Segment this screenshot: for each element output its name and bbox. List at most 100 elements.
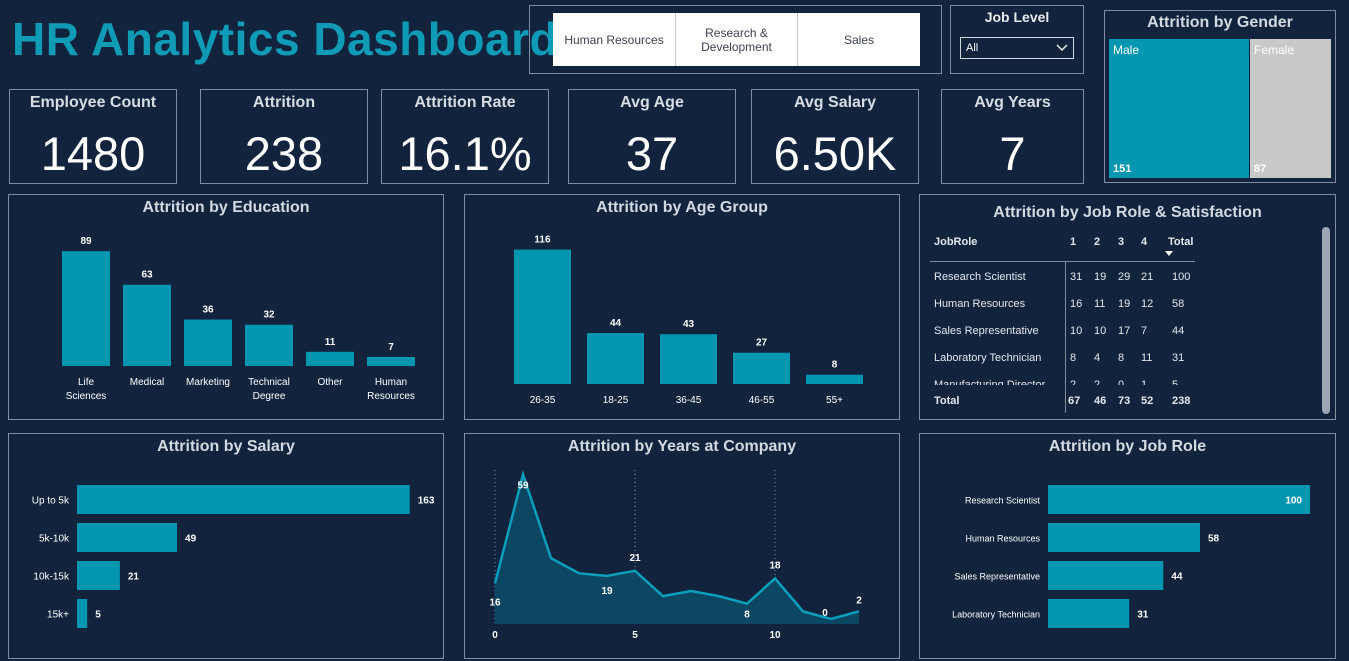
kpi-value: 1480 — [40, 127, 146, 180]
data-label: 2 — [856, 595, 862, 606]
kpi-attrition: Attrition 238 — [200, 89, 368, 184]
age-panel: Attrition by Age Group 116 26-35 44 18-25 43… — [464, 194, 900, 420]
kpi-avg-years: Avg Years 7 — [941, 89, 1084, 184]
table-cell: 1 — [1141, 379, 1148, 385]
job-level-filter: Job Level All — [950, 5, 1084, 74]
data-label: 18 — [769, 560, 781, 571]
series-line[interactable] — [493, 470, 860, 621]
column-divider — [1065, 261, 1066, 413]
jobrole-title: Attrition by Job Role — [1048, 438, 1207, 455]
category-label: 5k-10k — [39, 534, 70, 545]
bar[interactable] — [367, 356, 415, 366]
kpi-employee-count: Employee Count 1480 — [9, 89, 177, 184]
bar[interactable] — [1048, 485, 1310, 514]
data-label: 43 — [683, 319, 695, 330]
table-cell: 11 — [1141, 352, 1153, 364]
slicer-sales[interactable]: Sales — [798, 13, 920, 66]
kpi-value: 16.1% — [398, 127, 532, 180]
table-cell: 19 — [1118, 298, 1131, 310]
education-chart: 89 Life Sciences 63 Medical 36 Marketing 32 Tech… — [62, 236, 415, 402]
category-label: 10k-15k — [33, 572, 70, 583]
salary-title: Attrition by Salary — [157, 438, 295, 455]
table-header: 1 — [1070, 236, 1077, 248]
bar[interactable] — [62, 251, 110, 366]
table-cell: 11 — [1094, 298, 1106, 310]
kpi-label: Avg Age — [620, 94, 684, 111]
table-header: 3 — [1118, 236, 1125, 248]
years-panel: Attrition by Years at Company 0 5 10 16 59 19… — [464, 433, 900, 659]
male-tile[interactable]: Male 151 — [1109, 39, 1249, 178]
jobrole-chart: Research Scientist 100 Human Resources 58 Sa… — [952, 485, 1310, 628]
data-label: 21 — [629, 553, 641, 564]
female-tile[interactable]: Female 87 — [1250, 39, 1331, 178]
data-label: 44 — [1171, 572, 1183, 583]
dashboard-title: HR Analytics Dashboard — [12, 13, 559, 65]
education-panel: Attrition by Education 89 Life Sciences 63 M… — [8, 194, 444, 420]
category-label: Human Resources — [367, 377, 415, 402]
table-total-cell: 238 — [1172, 395, 1191, 407]
category-label: Medical — [130, 377, 164, 388]
slicer-human-resources[interactable]: Human Resources — [553, 13, 676, 66]
table-scrollbar-thumb[interactable] — [1322, 227, 1330, 414]
bar[interactable] — [733, 352, 790, 384]
category-label: Life Sciences — [66, 377, 107, 402]
data-label: 44 — [610, 318, 622, 329]
kpi-label: Avg Salary — [793, 94, 877, 111]
bar[interactable] — [77, 485, 410, 514]
bar[interactable] — [514, 249, 571, 384]
jobrole-panel: Attrition by Job Role Research Scientist… — [919, 433, 1336, 659]
salary-panel: Attrition by Salary Up to 5k 163 5k-10k 49 1… — [8, 433, 444, 659]
table-cell: 19 — [1094, 271, 1107, 283]
table-row-role: Laboratory Technician — [934, 352, 1042, 364]
data-label: 116 — [534, 235, 551, 246]
category-label: 55+ — [826, 395, 843, 406]
female-label: Female — [1254, 43, 1295, 57]
data-label: 58 — [1208, 534, 1220, 545]
age-chart: 116 26-35 44 18-25 43 36-45 27 46-55 8 55+ — [514, 235, 863, 406]
category-label: Up to 5k — [32, 496, 70, 507]
bar[interactable] — [660, 334, 717, 384]
bar[interactable] — [1048, 599, 1130, 628]
jobrole-table: JobRole 1 2 3 4 Total Research Scientist 31 19 29… — [920, 195, 1320, 419]
bar[interactable] — [245, 324, 293, 366]
table-cell: 8 — [1118, 352, 1125, 364]
kpi-label: Employee Count — [29, 94, 157, 111]
jobrole-table-panel: Attrition by Job Role & Satisfaction Job… — [919, 194, 1336, 420]
bar[interactable] — [123, 284, 171, 366]
table-header: 2 — [1094, 236, 1101, 248]
education-title: Attrition by Education — [142, 199, 310, 216]
category-label: Laboratory Technician — [952, 610, 1040, 620]
category-label: 15k+ — [47, 610, 69, 621]
salary-chart: Up to 5k 163 5k-10k 49 10k-15k 21 15k+ 5 — [32, 485, 435, 628]
category-label: 18-25 — [603, 395, 629, 406]
bar[interactable] — [306, 351, 354, 366]
bar[interactable] — [77, 561, 120, 590]
bar[interactable] — [806, 374, 863, 384]
job-level-dropdown[interactable]: All — [960, 37, 1074, 59]
age-title: Attrition by Age Group — [596, 199, 768, 216]
table-cell: 31 — [1070, 271, 1083, 283]
table-cell: 44 — [1172, 325, 1185, 337]
slicer-research-development[interactable]: Research & Development — [676, 13, 798, 66]
kpi-avg-age: Avg Age 37 — [568, 89, 736, 184]
data-label: 31 — [1137, 610, 1149, 621]
table-cell: 21 — [1141, 271, 1154, 283]
bar[interactable] — [1048, 523, 1200, 552]
table-row-role: Human Resources — [934, 298, 1026, 310]
table-cell: 29 — [1118, 271, 1131, 283]
bar[interactable] — [184, 319, 232, 366]
sort-desc-icon[interactable] — [1165, 251, 1173, 257]
table-header: Total — [1168, 236, 1194, 248]
category-label: Sales Representative — [954, 572, 1040, 582]
bar[interactable] — [77, 523, 178, 552]
years-chart: 0 5 10 16 59 19 21 8 18 0 2 — [489, 470, 862, 641]
table-cell: 12 — [1141, 298, 1154, 310]
table-cell: 4 — [1094, 352, 1101, 364]
chevron-down-icon — [1056, 44, 1068, 52]
table-header: JobRole — [934, 236, 978, 248]
data-label: 36 — [202, 305, 214, 316]
kpi-avg-salary: Avg Salary 6.50K — [751, 89, 919, 184]
bar[interactable] — [587, 333, 644, 384]
bar[interactable] — [77, 599, 88, 628]
bar[interactable] — [1048, 561, 1164, 590]
